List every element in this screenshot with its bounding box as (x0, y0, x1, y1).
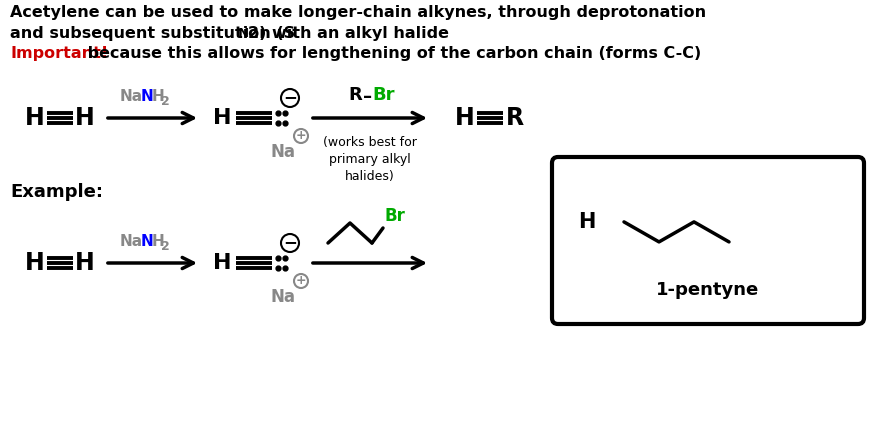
Text: H: H (25, 251, 45, 275)
Text: 2: 2 (161, 95, 170, 108)
Text: N: N (141, 89, 153, 104)
Text: H: H (25, 106, 45, 130)
Text: N: N (238, 27, 249, 40)
Text: Br: Br (385, 207, 406, 225)
Text: –: – (363, 88, 372, 106)
Text: H: H (212, 108, 232, 128)
Text: Acetylene can be used to make longer-chain alkynes, through deprotonation: Acetylene can be used to make longer-cha… (10, 5, 706, 20)
Text: Na: Na (270, 143, 295, 161)
Text: N: N (141, 234, 153, 249)
Text: Important!: Important! (10, 46, 108, 61)
Text: H: H (151, 234, 164, 249)
Text: +: + (295, 129, 306, 142)
Text: 2: 2 (161, 240, 170, 253)
Text: H: H (212, 253, 232, 273)
Text: 2) with an alkyl halide: 2) with an alkyl halide (248, 26, 449, 41)
Text: Example:: Example: (10, 183, 103, 201)
Text: +: + (295, 273, 306, 287)
Text: −: − (283, 88, 297, 106)
Text: H: H (75, 251, 95, 275)
Text: and subsequent substitution (S: and subsequent substitution (S (10, 26, 295, 41)
Text: R: R (348, 86, 362, 104)
Text: R: R (506, 106, 524, 130)
Text: 1-pentyne: 1-pentyne (656, 281, 760, 299)
Text: H: H (151, 89, 164, 104)
Text: Na: Na (270, 288, 295, 306)
Text: Na: Na (120, 89, 142, 104)
FancyBboxPatch shape (552, 157, 864, 324)
Text: Br: Br (372, 86, 394, 104)
Text: H: H (578, 212, 595, 232)
Text: −: − (283, 233, 297, 251)
Text: Na: Na (120, 234, 142, 249)
Text: H: H (455, 106, 475, 130)
Text: H: H (75, 106, 95, 130)
Text: (works best for
primary alkyl
halides): (works best for primary alkyl halides) (323, 136, 417, 183)
Text: because this allows for lengthening of the carbon chain (forms C-C): because this allows for lengthening of t… (82, 46, 701, 61)
